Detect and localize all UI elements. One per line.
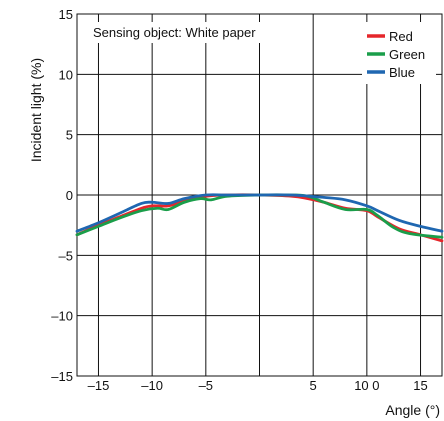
y-tick-label: –10 [51,309,73,324]
legend-label-green: Green [389,47,425,62]
x-tick-label: –15 [88,378,110,393]
legend-label-red: Red [389,29,413,44]
legend: Red Green Blue [362,22,436,84]
tick-labels: 15 10 5 0 –5 –10 –15 –15 –10 –5 5 10 0 15 [51,7,427,393]
annotation-background [87,22,263,43]
annotation: Sensing object: White paper [87,22,263,43]
y-tick-label: 0 [66,188,73,203]
x-tick-label: 10 0 [354,378,379,393]
y-tick-label: 10 [59,67,73,82]
x-tick-label: 5 [310,378,317,393]
sensing-object-note: Sensing object: White paper [93,25,256,40]
y-tick-label: 5 [66,128,73,143]
x-tick-label: 15 [413,378,427,393]
y-tick-label: 15 [59,7,73,22]
series-layer [75,193,444,243]
x-axis-label: Angle (°) [385,402,440,418]
x-tick-label: –5 [199,378,213,393]
x-tick-label: –10 [141,378,163,393]
y-tick-label: –15 [51,369,73,384]
y-axis-label: Incident light (%) [28,58,44,162]
series-line-blue [75,193,444,233]
plot-frame [76,13,443,377]
y-tick-label: –5 [59,248,73,263]
legend-label-blue: Blue [389,65,415,80]
